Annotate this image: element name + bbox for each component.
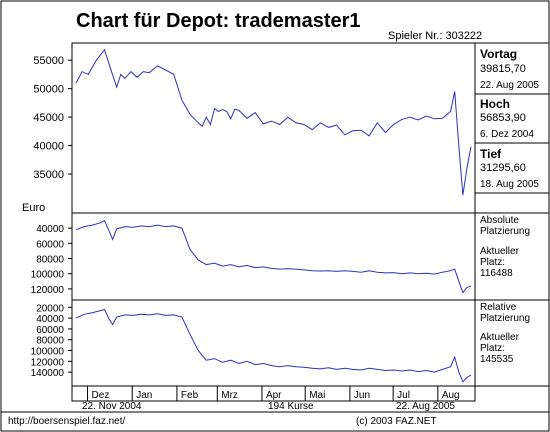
rel-current-value: 145535 <box>480 354 514 365</box>
month-label-Mrz: Mrz <box>221 390 238 401</box>
rel-ytick-label-60000: 60000 <box>36 325 64 336</box>
relative-rank-line <box>75 308 472 383</box>
hoch-label: Hoch <box>480 97 510 111</box>
month-label-Apr: Apr <box>266 390 282 401</box>
tief-value: 31295,60 <box>480 162 526 174</box>
rel-label-1: Relative <box>480 302 517 313</box>
rel-ytick-label-80000: 80000 <box>36 336 64 347</box>
rel-ytick-label-100000: 100000 <box>31 347 65 358</box>
abs-yaxis: 40000 60000 80000 100000 120000 <box>31 224 72 296</box>
main-ytick-label-45000: 45000 <box>33 112 64 124</box>
month-label-Dez: Dez <box>92 390 110 401</box>
main-ytick-label-50000: 50000 <box>33 84 64 96</box>
tief-date: 18. Aug 2005 <box>480 179 539 190</box>
month-label-Aug: Aug <box>442 390 460 401</box>
rel-plot-frame <box>71 299 476 387</box>
copyright: (c) 2003 FAZ.NET <box>356 416 437 427</box>
hoch-date: 6. Dez 2004 <box>480 129 534 140</box>
site-link[interactable]: http://boersenspiel.faz.net/ <box>8 416 126 427</box>
vortag-label: Vortag <box>480 47 518 61</box>
xaxis: Dez Jan Feb Mrz Apr Mai Jun Jul Aug <box>87 386 460 401</box>
abs-ytick-label-120000: 120000 <box>31 285 65 296</box>
rel-ytick-label-120000: 120000 <box>31 357 65 368</box>
main-ytick-label-35000: 35000 <box>33 169 64 181</box>
vortag-value: 39815,70 <box>480 63 526 75</box>
depot-value-line <box>75 48 472 196</box>
rel-current-label-2: Platz: <box>480 343 506 354</box>
vortag-date: 22. Aug 2005 <box>480 80 539 91</box>
tief-label: Tief <box>480 147 502 161</box>
abs-label-1: Absolute <box>480 215 519 226</box>
start-date: 22. Nov 2004 <box>82 401 142 412</box>
abs-current-value: 116488 <box>480 268 513 279</box>
main-yaxis: 35000 40000 45000 50000 55000 <box>33 55 72 181</box>
hoch-value: 56853,90 <box>480 112 526 124</box>
abs-ytick-label-40000: 40000 <box>36 224 64 235</box>
page-title: Chart für Depot: trademaster1 <box>76 10 361 32</box>
yaxis-unit-label: Euro <box>22 202 46 214</box>
month-label-Jun: Jun <box>354 390 370 401</box>
rel-label-2: Platzierung <box>480 313 531 324</box>
month-label-Mai: Mai <box>309 390 325 401</box>
abs-current-label-1: Aktueller <box>480 246 519 257</box>
abs-label-2: Platzierung <box>480 226 531 237</box>
month-label-Feb: Feb <box>181 390 199 401</box>
abs-ytick-label-80000: 80000 <box>36 255 64 266</box>
rel-ytick-label-40000: 40000 <box>36 314 64 325</box>
abs-current-label-2: Platz: <box>480 257 506 268</box>
player-number: Spieler Nr.: 303222 <box>388 30 483 42</box>
end-date: 22. Aug 2005 <box>396 401 455 412</box>
month-label-Jan: Jan <box>136 390 152 401</box>
quote-count: 194 Kurse <box>268 401 314 412</box>
main-ytick-label-55000: 55000 <box>33 55 64 67</box>
xaxis-frame <box>71 385 476 402</box>
abs-ytick-label-60000: 60000 <box>36 239 64 250</box>
absolute-rank-line <box>75 219 472 294</box>
rel-current-label-1: Aktueller <box>480 332 519 343</box>
month-label-Jul: Jul <box>397 390 410 401</box>
main-plot-frame <box>71 42 476 214</box>
rel-ytick-label-20000: 20000 <box>36 303 64 314</box>
rel-ytick-label-140000: 140000 <box>31 368 65 379</box>
main-ytick-label-40000: 40000 <box>33 141 64 153</box>
abs-ytick-label-100000: 100000 <box>31 270 65 281</box>
abs-plot-frame <box>71 212 476 301</box>
